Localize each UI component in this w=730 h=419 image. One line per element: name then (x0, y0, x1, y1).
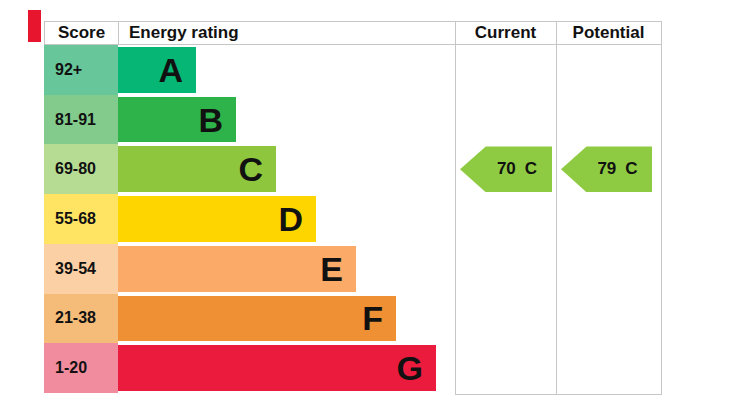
score-cell: 55-68 (44, 194, 118, 244)
band-bar: B (118, 97, 236, 143)
score-cell: 39-54 (44, 244, 118, 294)
score-cell: 1-20 (44, 343, 118, 393)
table-bottom-rule (455, 394, 661, 395)
band-letter: C (238, 152, 263, 186)
epc-rating-chart: Score Energy rating Current Potential 92… (0, 0, 730, 419)
band-bar: A (118, 47, 196, 93)
band-letter: G (397, 351, 423, 385)
band-bar: G (118, 345, 436, 391)
red-marker (28, 10, 41, 42)
band-row: 1-20 G (0, 343, 730, 393)
potential-column-header: Potential (556, 21, 661, 45)
band-row: 21-38 F (0, 294, 730, 344)
band-row: 92+ A (0, 45, 730, 95)
current-rating-value: 70 (497, 159, 516, 179)
score-cell: 92+ (44, 45, 118, 95)
band-bar: D (118, 196, 316, 242)
energy-rating-header-label: Energy rating (129, 23, 239, 43)
score-cell: 81-91 (44, 95, 118, 145)
band-row: 39-54 E (0, 244, 730, 294)
band-row: 55-68 D (0, 194, 730, 244)
band-letter: B (198, 103, 223, 137)
band-bar: E (118, 246, 356, 292)
potential-rating-letter: C (625, 159, 637, 179)
score-cell: 21-38 (44, 294, 118, 344)
band-bar: F (118, 296, 396, 342)
score-header-label: Score (58, 23, 105, 43)
band-bar: C (118, 146, 276, 192)
band-letter: D (278, 202, 303, 236)
potential-header-label: Potential (573, 23, 645, 43)
band-row: 81-91 B (0, 95, 730, 145)
potential-rating-value: 79 (597, 159, 616, 179)
current-rating-letter: C (525, 159, 537, 179)
score-cell: 69-80 (44, 144, 118, 194)
score-column-header: Score (44, 21, 118, 45)
band-letter: F (362, 301, 383, 335)
current-header-label: Current (475, 23, 536, 43)
band-letter: A (158, 53, 183, 87)
current-column-header: Current (455, 21, 556, 45)
energy-rating-column-header: Energy rating (118, 21, 455, 45)
band-letter: E (320, 252, 343, 286)
